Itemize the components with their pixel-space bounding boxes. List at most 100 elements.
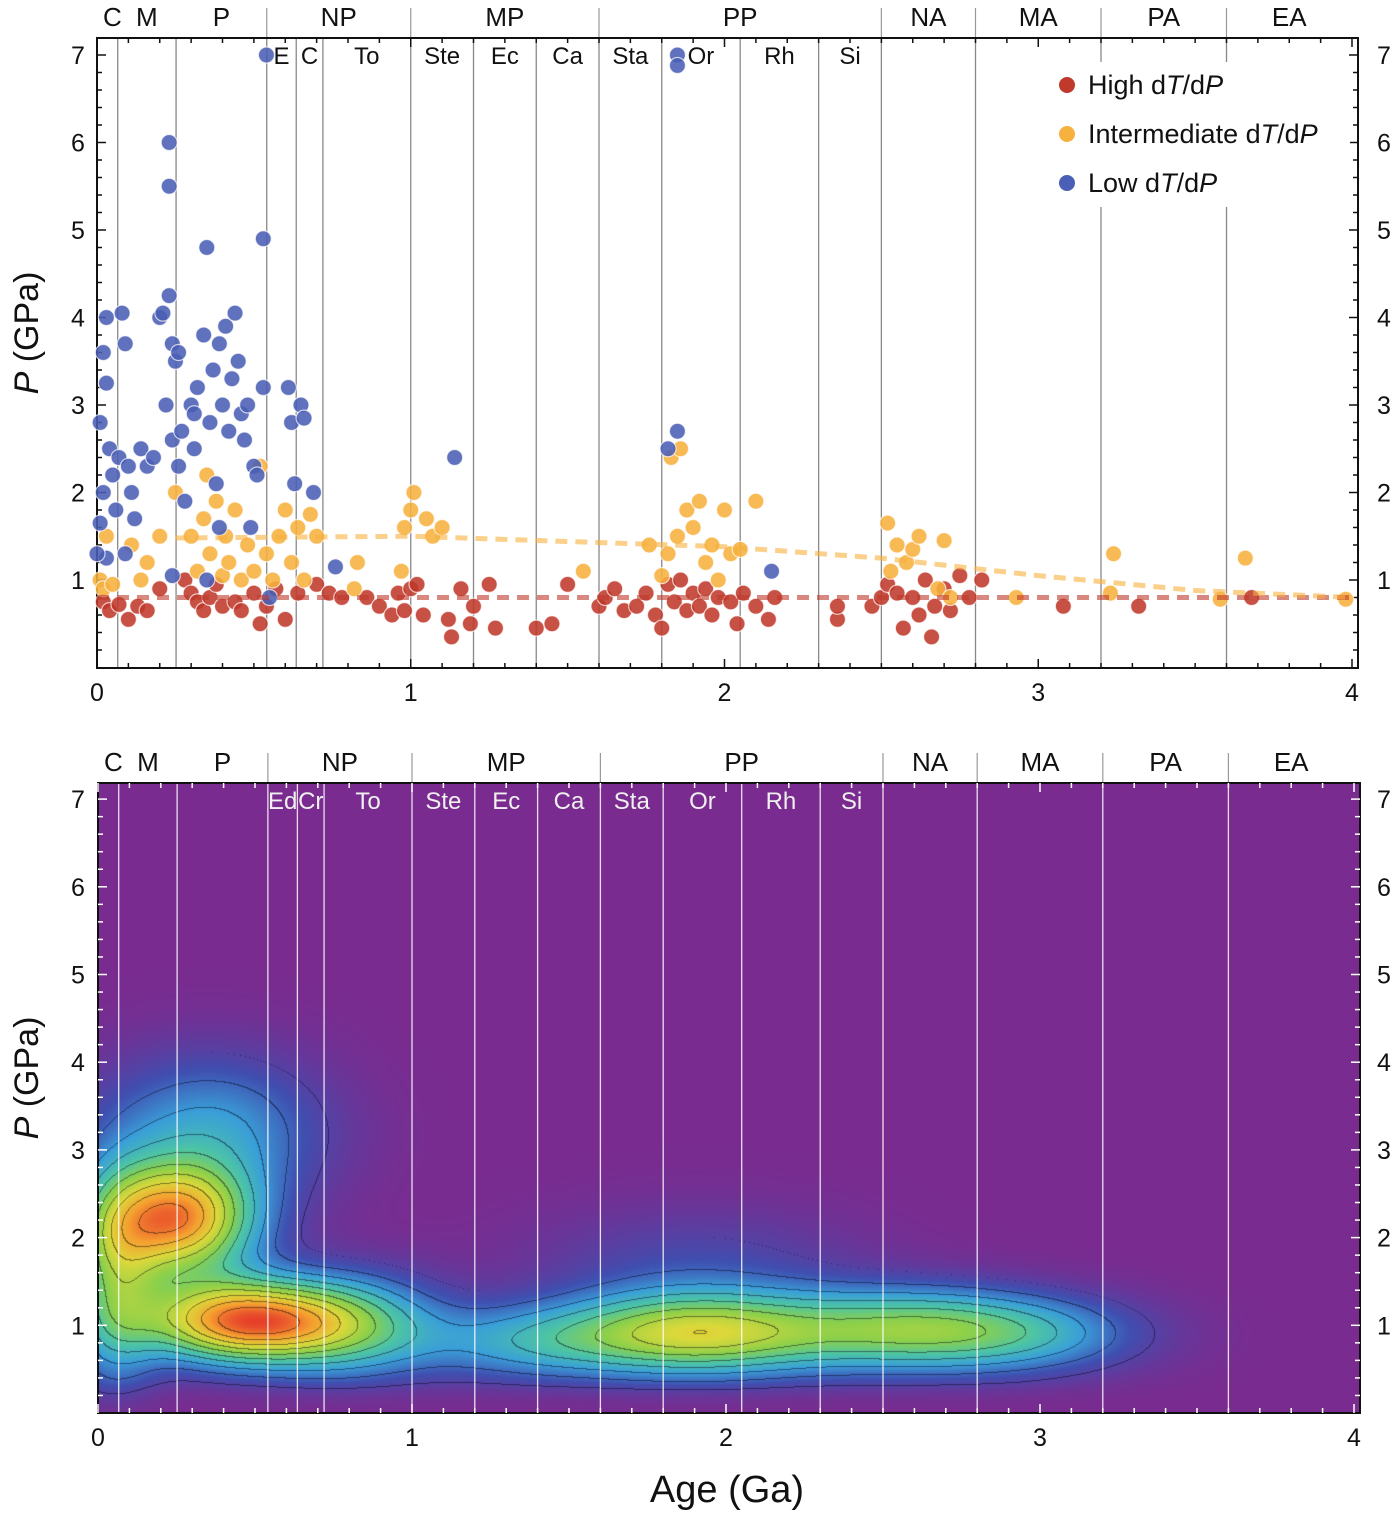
y-tick-label: 6	[71, 130, 85, 158]
period-label: Ca	[554, 788, 585, 815]
series-low	[88, 46, 781, 607]
legend-marker	[1059, 126, 1075, 142]
data-point	[408, 575, 426, 593]
data-point	[210, 518, 228, 537]
y-tick-label: 5	[71, 962, 85, 990]
data-point	[446, 448, 464, 467]
y-tick-label: 4	[71, 305, 85, 333]
y-tick-label-right: 2	[1377, 480, 1391, 508]
period-label: To	[355, 788, 380, 815]
era-label: NP	[322, 747, 358, 777]
data-point	[910, 527, 928, 545]
data-point	[1054, 597, 1072, 615]
x-tick-label: 4	[1345, 679, 1359, 707]
era-label: P	[213, 2, 230, 32]
data-point	[122, 483, 141, 502]
data-point	[414, 606, 432, 624]
data-point	[97, 374, 116, 392]
y-tick-label-right: 4	[1377, 305, 1391, 333]
data-point	[653, 567, 671, 585]
y-tick-label-right: 7	[1377, 42, 1391, 70]
era-label: MA	[1019, 2, 1059, 32]
data-point	[207, 475, 225, 493]
data-point	[279, 378, 297, 397]
data-point	[464, 597, 483, 615]
data-point	[395, 518, 414, 537]
data-point	[759, 610, 778, 628]
data-point	[910, 606, 928, 624]
data-point	[433, 518, 451, 537]
data-point	[653, 619, 671, 637]
data-point	[276, 501, 294, 519]
data-point	[326, 558, 345, 576]
period-label: Si	[841, 788, 862, 815]
data-point	[951, 567, 969, 585]
y-tick-label-right: 5	[1377, 962, 1391, 990]
data-point	[94, 483, 112, 502]
period-label: Rh	[764, 43, 795, 70]
data-point	[461, 615, 479, 633]
era-label: NA	[910, 2, 947, 32]
x-tick-label: 4	[1347, 1424, 1361, 1452]
x-tick-label: 3	[1033, 1424, 1047, 1452]
y-tick-label: 2	[71, 1225, 85, 1253]
data-point	[628, 597, 646, 615]
data-point	[94, 343, 112, 362]
era-label: PA	[1149, 747, 1182, 777]
y-tick-label: 5	[71, 217, 85, 245]
era-label: C	[103, 2, 122, 32]
y-tick-label-right: 3	[1377, 392, 1391, 420]
data-point	[160, 133, 178, 152]
period-label: Ec	[491, 43, 519, 70]
data-point	[242, 518, 260, 537]
data-point	[257, 46, 276, 64]
data-point	[144, 448, 163, 467]
y-tick-label-right: 4	[1377, 1049, 1391, 1077]
data-point	[245, 562, 263, 580]
data-point	[922, 628, 941, 646]
y-tick-label: 1	[71, 1312, 85, 1340]
data-point	[882, 562, 900, 580]
period-label: Cr	[298, 788, 323, 815]
data-point	[132, 440, 150, 458]
data-point	[160, 287, 178, 305]
data-point	[1130, 597, 1148, 615]
data-point	[185, 405, 203, 423]
data-point	[659, 545, 677, 563]
legend-background	[1050, 62, 1350, 207]
data-point	[210, 335, 228, 353]
legend-label: High dT/dP	[1088, 70, 1223, 100]
y-tick-label-right: 1	[1377, 567, 1391, 595]
data-point	[304, 483, 323, 502]
data-point	[543, 615, 561, 633]
data-point	[668, 422, 687, 440]
data-point	[480, 575, 498, 593]
period-label: Ca	[552, 43, 583, 70]
data-point	[104, 575, 122, 593]
legend-label: Intermediate dT/dP	[1088, 119, 1318, 149]
data-point	[747, 597, 765, 615]
data-point	[254, 378, 272, 397]
data-point	[671, 571, 690, 589]
data-point	[160, 177, 178, 195]
y-tick-label: 4	[71, 1049, 85, 1077]
y-tick-label: 3	[71, 1137, 85, 1165]
data-point	[154, 304, 172, 322]
data-point	[295, 571, 313, 589]
data-point	[295, 409, 313, 427]
period-label: Ste	[424, 43, 460, 70]
data-point	[348, 553, 367, 572]
data-point	[486, 619, 505, 637]
x-tick-label: 2	[719, 1424, 733, 1452]
data-point	[151, 527, 169, 545]
data-point	[169, 457, 188, 475]
era-label: P	[214, 747, 231, 777]
data-point	[1236, 549, 1254, 567]
data-point	[116, 545, 134, 563]
x-tick-label: 0	[91, 1424, 105, 1452]
y-axis-label: P (GPa)	[8, 272, 46, 395]
data-point	[879, 514, 897, 532]
data-point	[251, 615, 269, 633]
data-point	[201, 413, 219, 432]
data-point	[226, 304, 244, 322]
